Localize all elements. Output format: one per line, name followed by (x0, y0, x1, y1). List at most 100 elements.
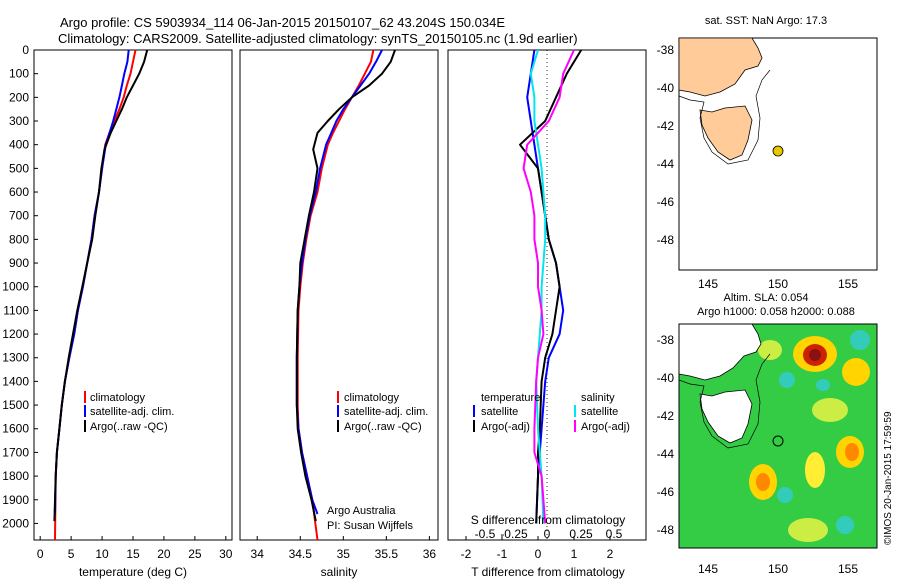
temperature-plot-frame (33, 49, 233, 541)
sla-warm-anomaly (812, 398, 848, 422)
salinity-plot-frame (239, 49, 439, 541)
y-tick-label: 700 (9, 209, 29, 223)
y-tick-label: 100 (9, 67, 29, 81)
y-tick-label: 0 (22, 43, 29, 57)
y-tick-label: 2000 (2, 516, 29, 530)
y-tick-label: 1900 (2, 493, 29, 507)
y-tick-label: 900 (9, 256, 29, 270)
difference-profile-panel: -2 -1 0 1 2 -0.5 -0.25 0 0.25 0.5 S difference f… (447, 49, 647, 579)
sla-warm-anomaly (842, 358, 870, 386)
map-lat-label: -40 (657, 371, 675, 385)
map-lat-label: -46 (657, 195, 675, 209)
argo-float-marker (772, 145, 784, 157)
sla-map-frame (678, 323, 878, 549)
s-difference-tick-label: -0.5 (475, 527, 496, 541)
map-lat-label: -38 (657, 43, 675, 57)
map-lat-label: -48 (657, 523, 675, 537)
series-line-salinity-argo-adj- (522, 49, 575, 524)
map-lat-label: -40 (657, 81, 675, 95)
y-tick-label: 1700 (2, 445, 29, 459)
legend-label-sal-argo: Argo(-adj) (581, 421, 630, 433)
sla-map-panel: Altim. SLA: 0.054 Argo h1000: 0.058 h200… (657, 292, 878, 576)
sst-map-lon-labels: 145 150 155 (698, 277, 858, 291)
sla-cool-anomaly (777, 487, 793, 503)
legend-title-salinity: salinity (581, 392, 615, 404)
salinity-x-tick-labels: 34 34.5 35 35.5 36 (251, 536, 437, 561)
x-tick-label: 34.5 (289, 547, 313, 561)
y-tick-label: 1600 (2, 422, 29, 436)
t-difference-axis-label: T difference from climatology (471, 565, 625, 579)
map-lat-label: -42 (657, 409, 675, 423)
sla-tasmania-landmass (699, 389, 753, 444)
sst-map-title: sat. SST: NaN Argo: 17.3 (705, 15, 827, 27)
sla-warm-eddy-center (809, 349, 821, 361)
y-tick-label: 1500 (2, 398, 29, 412)
x-tick-label: 1 (571, 547, 578, 561)
figure-title-line2: Climatology: CARS2009. Satellite-adjuste… (58, 31, 578, 46)
y-tick-label: 600 (9, 185, 29, 199)
map-lat-label: -48 (657, 233, 675, 247)
temperature-x-tick-labels: 0 5 10 15 20 25 30 (37, 536, 233, 561)
y-tick-label: 1300 (2, 351, 29, 365)
y-tick-label: 300 (9, 114, 29, 128)
tasmania-landmass (699, 105, 753, 161)
x-tick-label: 35.5 (375, 547, 399, 561)
series-line-argo-raw-qc- (53, 49, 149, 522)
sla-argo-float-marker (772, 435, 784, 447)
sla-warm-anomaly-core (845, 443, 859, 461)
sla-warm-anomaly (758, 340, 782, 360)
y-tick-label: 800 (9, 232, 29, 246)
x-tick-label: 2 (607, 547, 614, 561)
x-tick-label: 5 (68, 547, 75, 561)
x-tick-label: 30 (219, 547, 233, 561)
map-lon-label: 155 (838, 562, 858, 576)
legend-label-argo: Argo(..raw -QC) (90, 421, 168, 433)
sla-cool-anomaly (779, 372, 795, 388)
salinity-series-lines (295, 49, 396, 541)
y-tick-label: 1200 (2, 327, 29, 341)
annotation-pi-name: PI: Susan Wijffels (327, 520, 413, 532)
map-lon-label: 150 (768, 277, 788, 291)
y-tick-label: 1400 (2, 374, 29, 388)
figure-title-line1: Argo profile: CS 5903934_114 06-Jan-2015… (60, 15, 505, 30)
map-lon-label: 155 (838, 277, 858, 291)
temperature-legend: climatology satellite-adj. clim. Argo(..… (84, 391, 174, 433)
legend-label-temp-argo: Argo(-adj) (481, 421, 530, 433)
s-difference-tick-labels: -0.5 -0.25 0 0.25 0.5 (475, 527, 623, 541)
sla-map-title-line1: Altim. SLA: 0.054 (724, 292, 809, 304)
y-tick-label: 400 (9, 138, 29, 152)
x-tick-label: 36 (423, 547, 437, 561)
temperature-x-axis-label: temperature (deg C) (79, 565, 187, 579)
x-tick-label: 20 (157, 547, 171, 561)
legend-title-temperature: temperature (481, 392, 540, 404)
y-tick-label: 1100 (3, 303, 29, 317)
map-lat-label: -38 (657, 333, 675, 347)
annotation-argo-australia: Argo Australia (327, 505, 396, 517)
series-line-temperature-argo-adj- (519, 49, 583, 524)
y-tick-label: 500 (9, 161, 29, 175)
sla-cool-anomaly (836, 516, 854, 534)
sla-mainland-landmass (678, 323, 762, 381)
legend-label-temp-satellite: satellite (481, 406, 518, 418)
s-difference-axis-label: S difference from climatology (471, 513, 626, 527)
y-tick-label: 1800 (2, 469, 29, 483)
sla-map-title-line2: Argo h1000: 0.058 h2000: 0.088 (697, 306, 855, 318)
map-lat-label: -46 (657, 485, 675, 499)
map-lat-label: -44 (657, 157, 675, 171)
temperature-profile-panel: 0100200300400500600700800900100011001200… (2, 43, 233, 579)
temperature-series-lines (53, 49, 149, 541)
legend-label-satellite: satellite-adj. clim. (90, 406, 174, 418)
map-lon-label: 150 (768, 562, 788, 576)
salinity-x-axis-label: salinity (321, 565, 358, 579)
depth-tick-labels: 0 100 200 300 400 500 600 700 800 900 1000 1100 1200… (2, 43, 38, 530)
sla-bathymetry-contour (678, 353, 771, 449)
bathymetry-contour (678, 69, 771, 165)
x-tick-label: 35 (337, 547, 351, 561)
t-difference-tick-labels: -2 -1 0 1 2 (461, 536, 614, 561)
sla-map-lat-labels: -38 -40 -42 -44 -46 -48 (657, 333, 675, 537)
x-tick-label: -1 (497, 547, 508, 561)
sst-map-panel: sat. SST: NaN Argo: 17.3 -38 -40 -42 -44 -46… (657, 15, 878, 291)
legend-label-argo: Argo(..raw -QC) (344, 421, 422, 433)
series-line-salinity-satellite (529, 49, 547, 524)
